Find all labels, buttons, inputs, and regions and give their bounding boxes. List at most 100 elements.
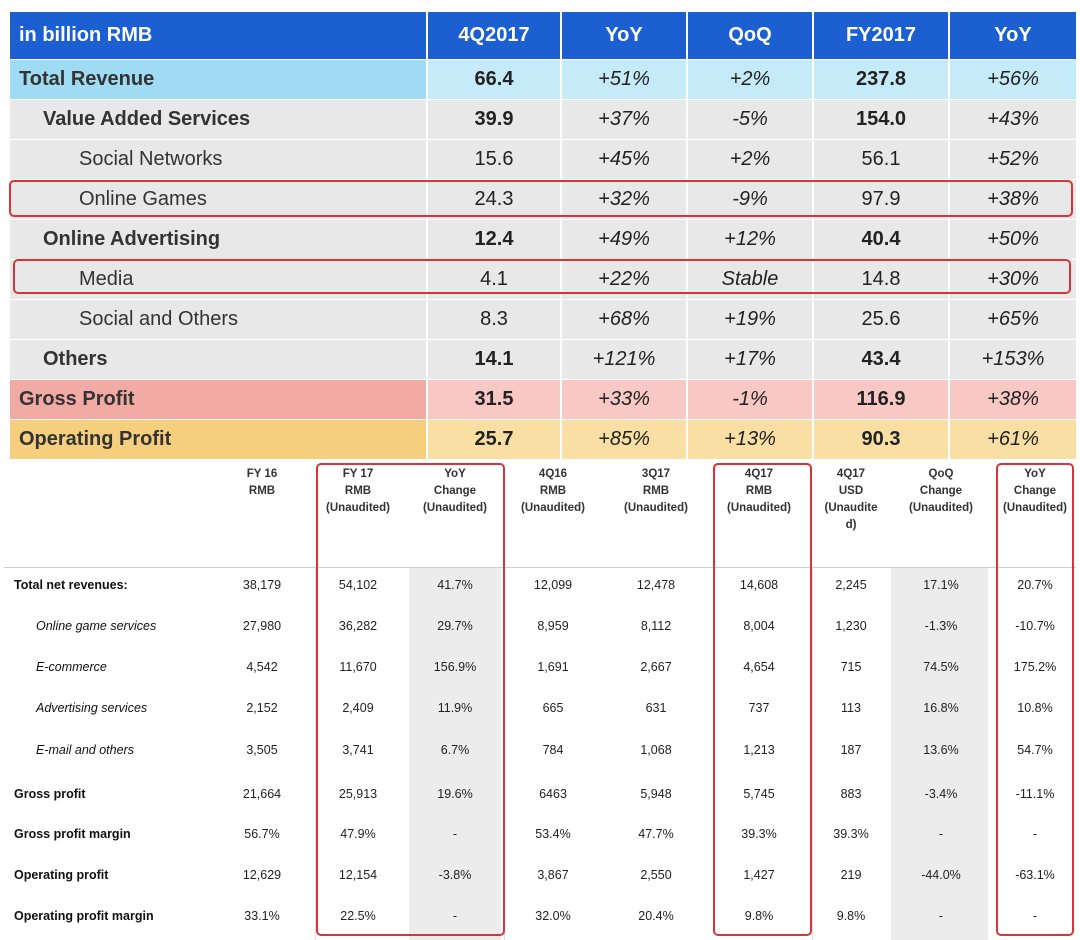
- table-cell: 631: [645, 701, 667, 715]
- row-label: Operating Profit: [8, 419, 427, 460]
- row-label: Operating profit: [14, 868, 109, 882]
- table-cell: 27,980: [242, 619, 282, 633]
- table-cell: 47.7%: [638, 827, 674, 841]
- cell-fy-yoy: +38%: [948, 379, 1076, 420]
- col-header-line: (Unaudited): [521, 502, 585, 514]
- cell-4q: 14.1: [426, 339, 561, 380]
- table-cell: 19.6%: [437, 787, 473, 801]
- col-header-line: (Unaudited): [326, 502, 390, 514]
- row-label: Operating profit margin: [14, 909, 154, 923]
- row-social-networks: Social Networks 15.6 +45% +2% 56.1 +52%: [8, 139, 1076, 180]
- cell-fy-yoy: +38%: [948, 179, 1076, 220]
- cell-qoq: +2%: [686, 59, 813, 100]
- col-header-line: Change: [433, 485, 477, 497]
- row-value-added-services: Value Added Services 39.9 +37% -5% 154.0…: [8, 99, 1076, 140]
- cell-fy: 90.3: [812, 419, 949, 460]
- cell-qoq: -9%: [686, 179, 813, 220]
- row-label: E-mail and others: [36, 743, 134, 757]
- row-label: Social Networks: [8, 139, 427, 180]
- table-cell: -3.8%: [438, 868, 472, 882]
- table-cell: 2,152: [246, 701, 278, 715]
- table-cell: 20.7%: [1017, 578, 1053, 592]
- table-cell: 20.4%: [638, 909, 674, 923]
- table-cell: 1,230: [835, 619, 867, 633]
- table-cell: 2,550: [640, 868, 672, 882]
- table-cell: -11.1%: [1015, 787, 1055, 801]
- col-header-line: 3Q17: [641, 468, 671, 480]
- cell-4q: 15.6: [426, 139, 561, 180]
- col-header-fy16-rmb: FY 16 RMB: [222, 466, 302, 500]
- table-cell: 10.8%: [1017, 701, 1053, 715]
- col-header-fy17-rmb: FY 17 RMB (Unaudited): [318, 466, 398, 517]
- cell-fy-yoy: +65%: [948, 299, 1076, 340]
- header-qoq: QoQ: [686, 12, 813, 60]
- table-cell: 6.7%: [440, 743, 470, 757]
- cell-4q: 12.4: [426, 219, 561, 260]
- row-label: Value Added Services: [8, 99, 427, 140]
- cell-fy: 97.9: [812, 179, 949, 220]
- cell-4q: 66.4: [426, 59, 561, 100]
- table-cell: 1,068: [640, 743, 672, 757]
- table-cell: 1,427: [743, 868, 775, 882]
- cell-fy: 237.8: [812, 59, 949, 100]
- table-cell: 2,409: [342, 701, 374, 715]
- cell-qoq: Stable: [686, 259, 813, 300]
- table-cell: 6463: [539, 787, 567, 801]
- table-cell: 53.4%: [535, 827, 571, 841]
- table-cell: 47.9%: [340, 827, 376, 841]
- header-divider: [4, 567, 1076, 568]
- cell-yoy: +45%: [560, 139, 687, 180]
- table-cell: 12,478: [636, 578, 676, 592]
- table-cell: 14,608: [739, 578, 779, 592]
- table-cell: 11.9%: [437, 701, 473, 715]
- table-cell: 16.8%: [923, 701, 959, 715]
- table-cell: -: [452, 909, 458, 923]
- table-cell: 5,745: [743, 787, 775, 801]
- row-label: Gross profit: [14, 787, 86, 801]
- table-cell: 25,913: [338, 787, 378, 801]
- table-cell: 8,112: [640, 619, 672, 633]
- cell-yoy: +37%: [560, 99, 687, 140]
- header-row: in billion RMB 4Q2017 YoY QoQ FY2017 YoY: [8, 12, 1076, 60]
- cell-fy-yoy: +52%: [948, 139, 1076, 180]
- col-header-4q16-rmb: 4Q16 RMB (Unaudited): [513, 466, 593, 517]
- row-gross-profit: Gross Profit 31.5 +33% -1% 116.9 +38%: [8, 379, 1076, 420]
- row-media: Media 4.1 +22% Stable 14.8 +30%: [8, 259, 1076, 300]
- table-cell: -3.4%: [924, 787, 958, 801]
- header-fy2017: FY2017: [812, 12, 949, 60]
- table-cell: 219: [840, 868, 862, 882]
- col-header-line: (Unaudited): [624, 502, 688, 514]
- table-cell: 5,948: [640, 787, 672, 801]
- cell-yoy: +68%: [560, 299, 687, 340]
- highlight-yoy-change: [996, 463, 1074, 936]
- table-cell: 21,664: [242, 787, 282, 801]
- row-social-and-others: Social and Others 8.3 +68% +19% 25.6 +65…: [8, 299, 1076, 340]
- cell-qoq: +2%: [686, 139, 813, 180]
- table-cell: 56.7%: [244, 827, 280, 841]
- col-header-line: RMB: [642, 485, 670, 497]
- col-header-qoq-change: QoQ Change (Unaudited): [901, 466, 981, 517]
- row-label: Social and Others: [8, 299, 427, 340]
- table-cell: 4,542: [246, 660, 278, 674]
- table-cell: 9.8%: [836, 909, 866, 923]
- col-header-line: 4Q16: [538, 468, 568, 480]
- table-cell: -44.0%: [921, 868, 961, 882]
- col-header-line: (Unaudited): [909, 502, 973, 514]
- cell-4q: 25.7: [426, 419, 561, 460]
- cell-fy: 43.4: [812, 339, 949, 380]
- table-cell: 665: [542, 701, 564, 715]
- revenue-summary-table: in billion RMB 4Q2017 YoY QoQ FY2017 YoY…: [8, 12, 1076, 460]
- table-cell: 54,102: [338, 578, 378, 592]
- table-cell: 2,245: [835, 578, 867, 592]
- table-cell: 187: [840, 743, 862, 757]
- table-cell: -: [938, 909, 944, 923]
- cell-fy: 14.8: [812, 259, 949, 300]
- cell-fy-yoy: +153%: [948, 339, 1076, 380]
- table-cell: 156.9%: [433, 660, 477, 674]
- table-cell: 3,867: [537, 868, 569, 882]
- col-header-line: YoY: [444, 468, 466, 480]
- cell-qoq: +13%: [686, 419, 813, 460]
- cell-yoy: +51%: [560, 59, 687, 100]
- table-cell: 12,629: [242, 868, 282, 882]
- row-online-advertising: Online Advertising 12.4 +49% +12% 40.4 +…: [8, 219, 1076, 260]
